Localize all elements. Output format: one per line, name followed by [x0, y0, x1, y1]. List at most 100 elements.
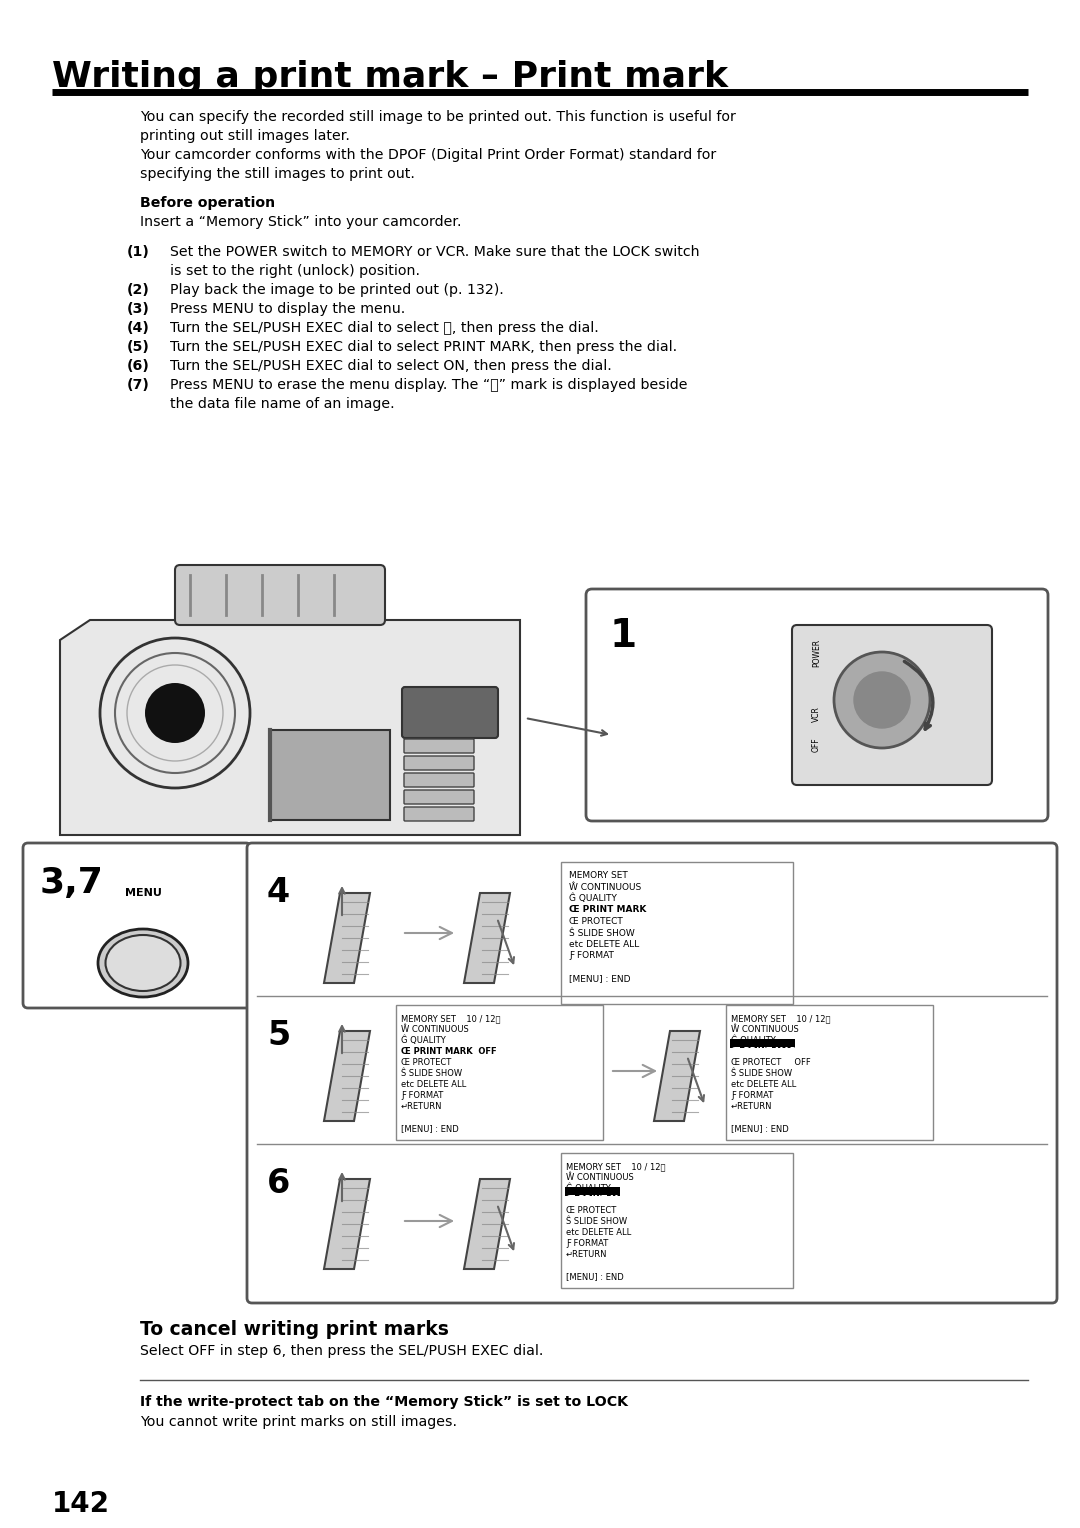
- Text: Ŵ CONTINUOUS: Ŵ CONTINUOUS: [569, 883, 642, 891]
- Text: ↵RETURN: ↵RETURN: [731, 1102, 772, 1111]
- Text: [MENU] : END: [MENU] : END: [401, 1125, 459, 1132]
- Text: Press MENU to erase the menu display. The “⎙” mark is displayed beside: Press MENU to erase the menu display. Th…: [170, 377, 688, 393]
- Text: etc DELETE ALL: etc DELETE ALL: [569, 940, 639, 949]
- FancyBboxPatch shape: [792, 625, 993, 785]
- Text: Œ PROTECT: Œ PROTECT: [401, 1057, 451, 1067]
- Text: [MENU] : END: [MENU] : END: [731, 1125, 788, 1132]
- Text: (7): (7): [127, 377, 150, 393]
- FancyBboxPatch shape: [247, 843, 1057, 1303]
- Text: You cannot write print marks on still images.: You cannot write print marks on still im…: [140, 1415, 457, 1429]
- Text: is set to the right (unlock) position.: is set to the right (unlock) position.: [170, 264, 420, 278]
- Text: Ƒ FORMAT: Ƒ FORMAT: [566, 1239, 608, 1248]
- FancyBboxPatch shape: [175, 565, 384, 625]
- Text: Œ PROTECT: Œ PROTECT: [566, 1206, 617, 1215]
- Text: Before operation: Before operation: [140, 196, 275, 209]
- FancyBboxPatch shape: [404, 807, 474, 821]
- Text: 5: 5: [267, 1019, 291, 1051]
- Text: Ŝ SLIDE SHOW: Ŝ SLIDE SHOW: [566, 1216, 627, 1225]
- Polygon shape: [464, 1180, 510, 1268]
- Text: Ŵ CONTINUOUS: Ŵ CONTINUOUS: [731, 1025, 799, 1034]
- Text: Turn the SEL/PUSH EXEC dial to select ⎕, then press the dial.: Turn the SEL/PUSH EXEC dial to select ⎕,…: [170, 321, 598, 335]
- Text: Ƒ FORMAT: Ƒ FORMAT: [401, 1091, 443, 1100]
- Polygon shape: [654, 1031, 700, 1122]
- Text: (4): (4): [127, 321, 150, 335]
- Text: Ĝ QUALITY: Ĝ QUALITY: [731, 1036, 775, 1045]
- Polygon shape: [324, 1180, 370, 1268]
- Text: ↵RETURN: ↵RETURN: [566, 1250, 607, 1259]
- FancyBboxPatch shape: [561, 1154, 793, 1288]
- Text: MEMORY SET    10 / 12⎕: MEMORY SET 10 / 12⎕: [401, 1015, 500, 1024]
- Text: You can specify the recorded still image to be printed out. This function is use: You can specify the recorded still image…: [140, 110, 735, 124]
- Text: (1): (1): [127, 244, 150, 260]
- Text: Œ PRINT MARK  OFF: Œ PRINT MARK OFF: [401, 1047, 497, 1056]
- Text: POWER: POWER: [812, 639, 821, 668]
- Text: Play back the image to be printed out (p. 132).: Play back the image to be printed out (p…: [170, 283, 503, 296]
- Text: Insert a “Memory Stick” into your camcorder.: Insert a “Memory Stick” into your camcor…: [140, 215, 461, 229]
- Text: [MENU] : END: [MENU] : END: [566, 1271, 624, 1280]
- FancyBboxPatch shape: [404, 790, 474, 804]
- Text: Ŵ CONTINUOUS: Ŵ CONTINUOUS: [401, 1025, 469, 1034]
- Circle shape: [834, 652, 930, 749]
- FancyBboxPatch shape: [565, 1187, 620, 1196]
- Text: Ƒ FORMAT: Ƒ FORMAT: [569, 952, 613, 961]
- Text: printing out still images later.: printing out still images later.: [140, 128, 350, 144]
- Text: Ŝ SLIDE SHOW: Ŝ SLIDE SHOW: [401, 1070, 462, 1077]
- Text: MEMORY SET    10 / 12⎕: MEMORY SET 10 / 12⎕: [566, 1161, 665, 1170]
- Text: Ŝ SLIDE SHOW: Ŝ SLIDE SHOW: [569, 929, 635, 938]
- FancyBboxPatch shape: [561, 862, 793, 1004]
- FancyBboxPatch shape: [730, 1039, 795, 1048]
- Text: VCR: VCR: [812, 706, 821, 723]
- Text: etc DELETE ALL: etc DELETE ALL: [566, 1229, 631, 1238]
- Text: Ŝ SLIDE SHOW: Ŝ SLIDE SHOW: [731, 1070, 792, 1077]
- Text: 1: 1: [610, 617, 637, 656]
- Circle shape: [145, 683, 205, 743]
- Circle shape: [854, 672, 910, 727]
- Ellipse shape: [106, 935, 180, 992]
- FancyBboxPatch shape: [404, 740, 474, 753]
- Text: Œ PRINT MARK▪ON: Œ PRINT MARK▪ON: [731, 1047, 822, 1056]
- Text: MENU: MENU: [124, 888, 161, 898]
- Text: MEMORY SET    10 / 12⎕: MEMORY SET 10 / 12⎕: [731, 1015, 831, 1024]
- Text: Œ PROTECT: Œ PROTECT: [569, 917, 623, 926]
- Text: etc DELETE ALL: etc DELETE ALL: [401, 1080, 467, 1089]
- Polygon shape: [60, 620, 519, 834]
- Text: 3,7: 3,7: [40, 866, 104, 900]
- Text: (6): (6): [127, 359, 150, 373]
- Text: (2): (2): [127, 283, 150, 296]
- Text: To cancel writing print marks: To cancel writing print marks: [140, 1320, 449, 1339]
- Text: Writing a print mark – Print mark: Writing a print mark – Print mark: [52, 60, 728, 95]
- FancyBboxPatch shape: [270, 730, 390, 821]
- Polygon shape: [324, 892, 370, 983]
- Polygon shape: [324, 1031, 370, 1122]
- FancyBboxPatch shape: [726, 1005, 933, 1140]
- Text: Select OFF in step 6, then press the SEL/PUSH EXEC dial.: Select OFF in step 6, then press the SEL…: [140, 1345, 543, 1358]
- Text: Œ PROTECT     OFF: Œ PROTECT OFF: [731, 1057, 811, 1067]
- Text: Turn the SEL/PUSH EXEC dial to select ON, then press the dial.: Turn the SEL/PUSH EXEC dial to select ON…: [170, 359, 611, 373]
- Text: (3): (3): [127, 303, 150, 316]
- Text: specifying the still images to print out.: specifying the still images to print out…: [140, 167, 415, 180]
- Text: 4: 4: [267, 876, 291, 909]
- Text: Ĝ QUALITY: Ĝ QUALITY: [569, 894, 617, 903]
- FancyBboxPatch shape: [23, 843, 251, 1008]
- FancyBboxPatch shape: [396, 1005, 603, 1140]
- Text: Œ PRINT MARK  ON: Œ PRINT MARK ON: [566, 1195, 658, 1204]
- Text: Ĝ QUALITY: Ĝ QUALITY: [566, 1184, 611, 1193]
- Text: MEMORY SET: MEMORY SET: [569, 871, 627, 880]
- FancyBboxPatch shape: [404, 773, 474, 787]
- FancyBboxPatch shape: [404, 756, 474, 770]
- Text: OFF: OFF: [812, 738, 821, 752]
- FancyBboxPatch shape: [402, 688, 498, 738]
- Text: Ĝ QUALITY: Ĝ QUALITY: [401, 1036, 446, 1045]
- Text: Your camcorder conforms with the DPOF (Digital Print Order Format) standard for: Your camcorder conforms with the DPOF (D…: [140, 148, 716, 162]
- Text: 142: 142: [52, 1490, 110, 1517]
- Text: Press MENU to display the menu.: Press MENU to display the menu.: [170, 303, 405, 316]
- Polygon shape: [464, 892, 510, 983]
- Text: [MENU] : END: [MENU] : END: [569, 975, 631, 984]
- Text: the data file name of an image.: the data file name of an image.: [170, 397, 394, 411]
- Ellipse shape: [98, 929, 188, 996]
- Text: etc DELETE ALL: etc DELETE ALL: [731, 1080, 796, 1089]
- FancyBboxPatch shape: [586, 588, 1048, 821]
- Text: Set the POWER switch to MEMORY or VCR. Make sure that the LOCK switch: Set the POWER switch to MEMORY or VCR. M…: [170, 244, 700, 260]
- Text: 6: 6: [267, 1167, 291, 1199]
- Text: Turn the SEL/PUSH EXEC dial to select PRINT MARK, then press the dial.: Turn the SEL/PUSH EXEC dial to select PR…: [170, 341, 677, 354]
